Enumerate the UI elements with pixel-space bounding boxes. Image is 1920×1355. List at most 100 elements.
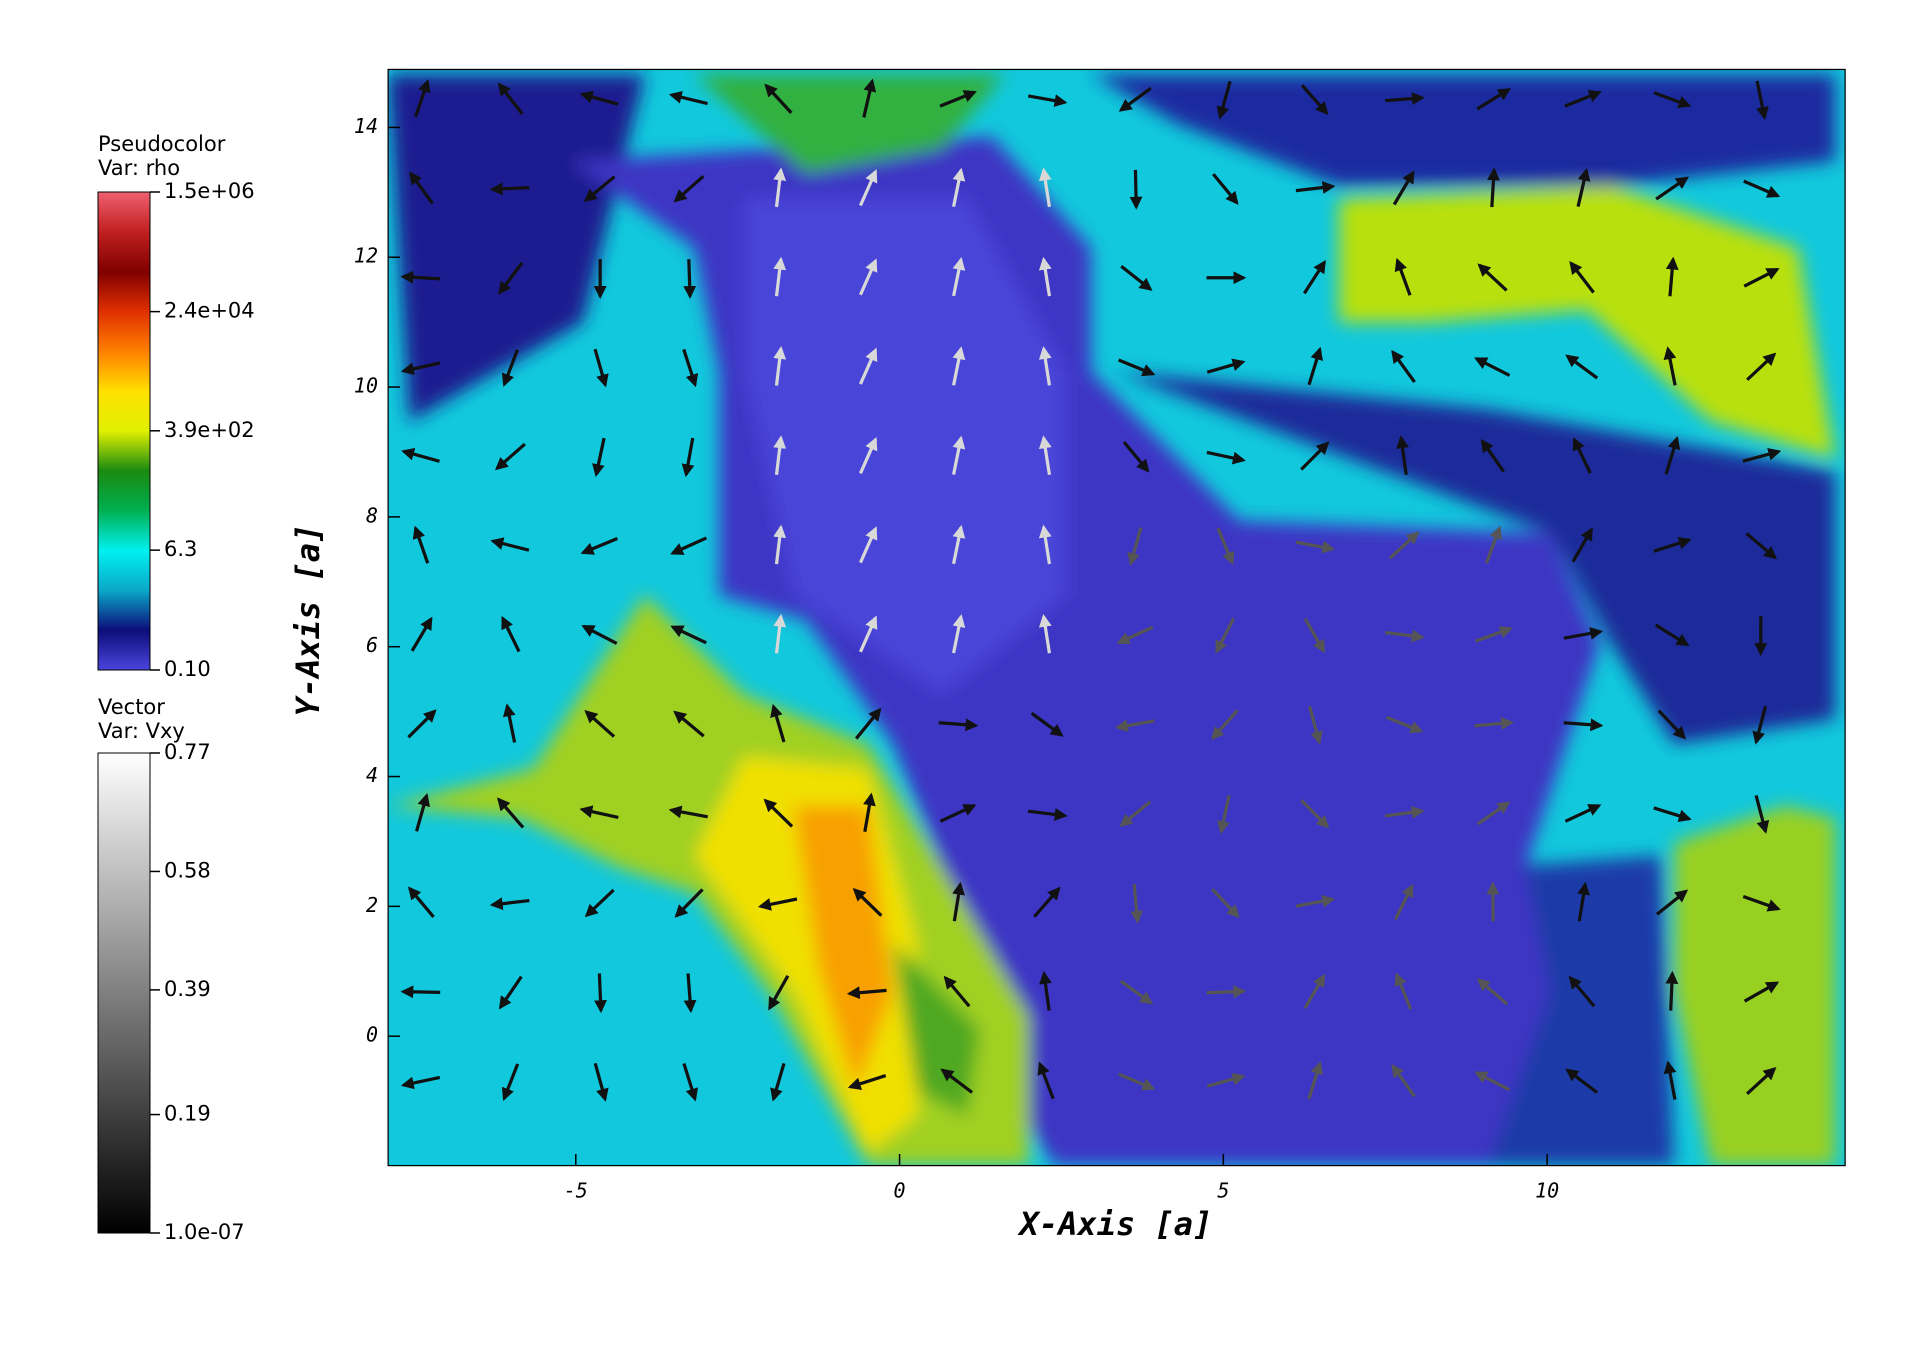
vector-arrow: [858, 436, 878, 474]
vector-arrow: [490, 537, 530, 552]
colorbar-tick-label: 6.3: [164, 537, 197, 561]
vector-arrow: [414, 793, 431, 832]
vector-arrow: [1654, 623, 1690, 647]
vector-arrow: [952, 167, 966, 208]
colorbar-tick-label: 0.19: [164, 1102, 211, 1126]
vector-arrow: [1030, 711, 1064, 737]
vector-arrow: [1476, 801, 1511, 826]
y-tick-label: 8: [366, 503, 378, 527]
vector-arrow: [863, 792, 876, 833]
vector-arrow: [846, 986, 887, 1000]
vector-arrow: [938, 718, 979, 732]
vector-arrow: [1388, 531, 1420, 560]
vector-arrow: [670, 536, 708, 555]
vector-arrow: [1572, 437, 1592, 474]
vector-arrow: [674, 888, 704, 918]
field-region: [744, 198, 1067, 695]
field-region: [892, 942, 980, 1116]
vector-arrow: [1033, 886, 1061, 918]
vector-arrow: [1307, 1061, 1324, 1100]
vector-arrow: [1653, 806, 1692, 823]
vector-arrow: [939, 90, 977, 108]
vector-arrow: [1742, 895, 1781, 912]
colorbar-tick-label: 0.77: [164, 740, 211, 764]
vector-arrow: [1116, 625, 1154, 645]
vector-arrow: [407, 886, 435, 919]
vector-arrow: [501, 349, 519, 387]
vector-arrow: [952, 435, 966, 475]
vector-arrow: [1027, 808, 1068, 821]
vector-arrow: [1743, 267, 1780, 288]
vector-arrow: [858, 169, 878, 207]
vector-arrow: [943, 975, 971, 1008]
vector-arrow: [1476, 978, 1509, 1006]
vector-arrow: [1664, 436, 1681, 475]
vector-arrow: [1037, 1061, 1055, 1100]
vector-arrow: [1569, 260, 1595, 294]
colorbar-tick-label: 3.9e+02: [164, 418, 255, 442]
vector-arrow: [1211, 888, 1240, 919]
vector-arrow: [1206, 450, 1246, 465]
vector-arrow: [1216, 80, 1232, 120]
vector-arrow: [1118, 1072, 1156, 1091]
vector-arrow: [592, 437, 606, 478]
field-region: [694, 74, 1005, 174]
vector-arrow: [1563, 627, 1604, 640]
vector-arrow: [1127, 527, 1143, 566]
vector-arrow: [1752, 705, 1768, 745]
vector-arrow: [1303, 973, 1326, 1009]
vector-arrow: [773, 435, 787, 475]
vector-arrow: [939, 804, 977, 823]
vector-arrow: [1216, 527, 1235, 566]
vector-arrow: [489, 897, 530, 911]
vector-arrow: [409, 171, 434, 205]
field-region: [1091, 74, 1836, 186]
vector-arrow: [584, 888, 615, 918]
vector-arrow: [400, 361, 441, 376]
vector-arrow: [1653, 536, 1692, 553]
vector-arrow: [847, 1074, 887, 1090]
vector-arrow: [1474, 357, 1511, 377]
vector-arrow: [401, 447, 440, 463]
vector-arrow: [1487, 167, 1500, 208]
vector-arrow: [1038, 256, 1052, 297]
vector-arrow: [1474, 626, 1513, 643]
y-tick-label: 2: [366, 893, 378, 917]
vector-arrow: [1391, 349, 1416, 384]
vector-arrow: [773, 524, 787, 565]
vector-arrow: [1120, 264, 1153, 291]
vector-arrow: [498, 261, 524, 295]
vector-arrow: [1038, 524, 1052, 565]
vector-arrow: [1038, 613, 1052, 654]
vector-arrow: [1392, 170, 1415, 206]
vector-arrow: [764, 83, 793, 114]
vector-arrow: [1571, 527, 1593, 563]
vector-arrow: [1300, 799, 1330, 829]
vector-arrow: [497, 82, 524, 115]
field-region: [1674, 806, 1836, 1166]
y-tick-label: 4: [366, 763, 378, 787]
vector-arrow: [407, 709, 437, 739]
vector-arrow: [579, 90, 619, 106]
vector-arrow: [1743, 981, 1780, 1003]
vector-arrow: [770, 703, 786, 743]
vector-arrow: [1745, 532, 1777, 560]
vector-arrow: [952, 524, 966, 565]
vector-arrow: [852, 887, 883, 917]
vector-arrow: [1480, 438, 1505, 473]
colorbar: [97, 191, 151, 671]
vector-arrow: [1742, 447, 1782, 463]
vector-arrow: [1665, 256, 1679, 297]
vector-arrow: [1122, 440, 1150, 473]
legend-title: Vector: [98, 695, 165, 719]
x-tick-label: 10: [1535, 1179, 1559, 1203]
colorbar-tick-label: 1.0e-07: [164, 1220, 245, 1244]
vector-arrow: [668, 805, 709, 819]
vector-arrow: [1295, 540, 1336, 554]
y-tick-label: 12: [354, 244, 378, 268]
vector-arrow: [1754, 795, 1770, 834]
vector-arrow: [1565, 1068, 1599, 1094]
vector-arrow: [1206, 985, 1247, 999]
legend-title: Pseudocolor: [98, 132, 226, 156]
field: [387, 68, 1846, 1167]
